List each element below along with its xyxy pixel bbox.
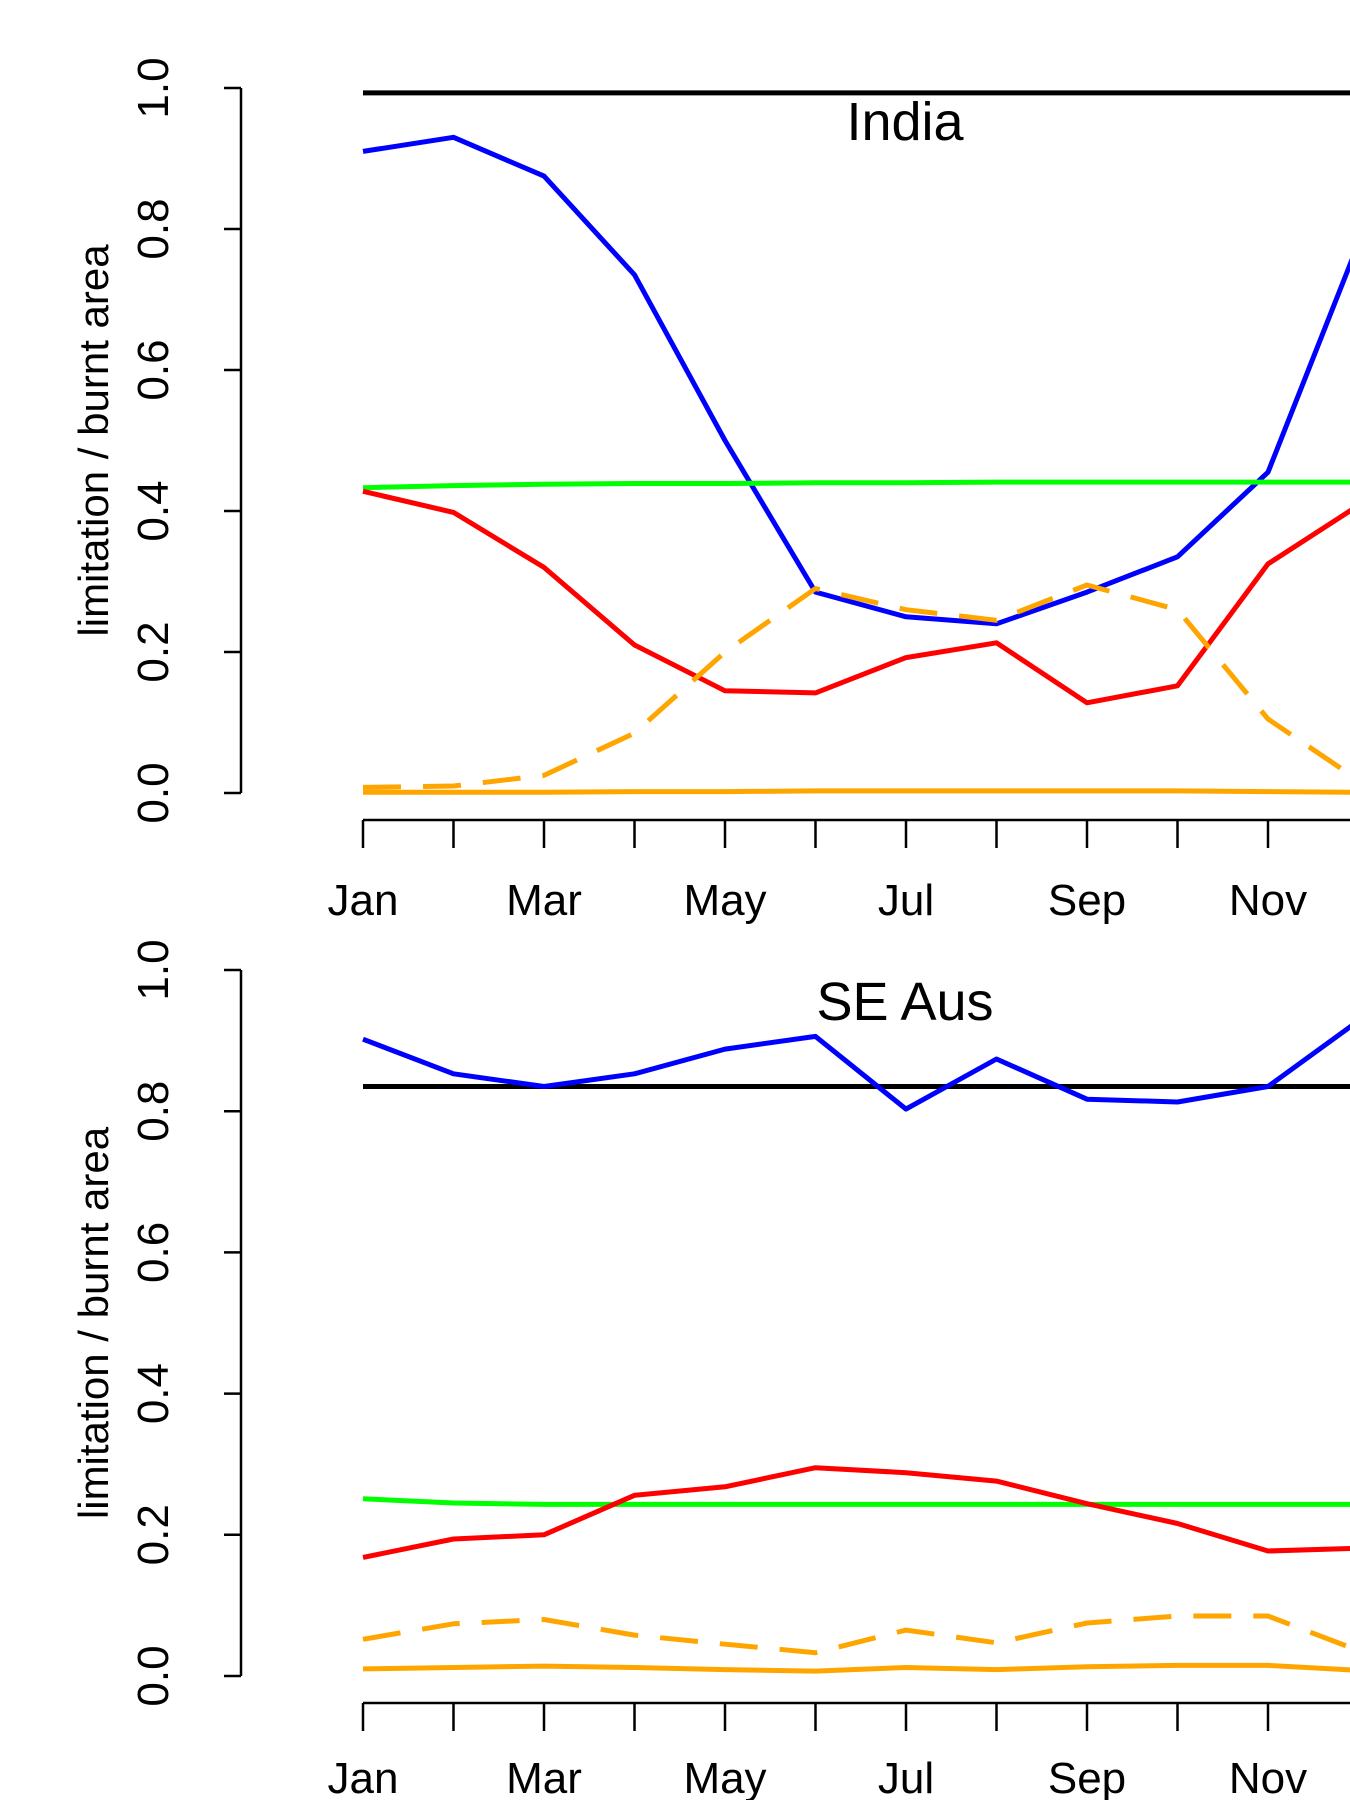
x-tick-label: May [683, 1754, 766, 1800]
x-tick-label: Sep [1048, 1754, 1126, 1800]
y-tick-label: 0.0 [129, 1645, 178, 1706]
y-tick-label: 0.8 [129, 198, 178, 259]
series-line-5 [362, 1613, 1350, 1656]
panel-1: 0.0 0.2 0.4 0.6 0.8 1.0 limitation / burnt are… [70, 57, 1350, 925]
series-line-3 [362, 1496, 1350, 1507]
series-line-4 [362, 488, 1350, 706]
x-tick-label: Jul [878, 1754, 934, 1800]
y-tick-label: 0.6 [129, 1222, 178, 1283]
x-tick-label: Mar [506, 876, 582, 925]
y-tick-label: 0.6 [129, 339, 178, 400]
y-tick-label: 0.2 [129, 621, 178, 682]
series-line-2 [362, 134, 1350, 627]
series-line-3 [362, 479, 1350, 491]
x-tick-label: May [683, 876, 766, 925]
y-tick-label: 0.4 [129, 1363, 178, 1424]
series-line-5 [362, 582, 1350, 790]
y-tick-label: 0.4 [129, 480, 178, 541]
series-line-6 [363, 788, 1350, 795]
y-tick-label: 1.0 [129, 939, 178, 1000]
x-tick-label: Nov [1229, 1754, 1307, 1800]
panel-title: SE Aus [816, 972, 993, 1032]
x-tick-label: Sep [1048, 876, 1126, 925]
y-axis-label: limitation / burnt area [70, 244, 117, 637]
series-line-6 [362, 1662, 1350, 1674]
x-tick-label: Jul [878, 876, 934, 925]
panel-2: 0.0 0.2 0.4 0.6 0.8 1.0 limitation / burnt are… [70, 939, 1350, 1800]
series-line-2 [362, 1023, 1350, 1112]
series-line-4 [362, 1465, 1350, 1560]
x-tick-label: Nov [1229, 876, 1307, 925]
x-tick-label: Jan [328, 1754, 399, 1800]
y-tick-label: 1.0 [129, 57, 178, 118]
y-tick-label: 0.8 [129, 1081, 178, 1142]
x-tick-label: Mar [506, 1754, 582, 1800]
y-tick-label: 0.0 [129, 762, 178, 823]
y-axis-label: limitation / burnt area [70, 1126, 117, 1519]
panel-title: India [846, 92, 964, 152]
x-tick-label: Jan [328, 876, 399, 925]
y-tick-label: 0.2 [129, 1504, 178, 1565]
